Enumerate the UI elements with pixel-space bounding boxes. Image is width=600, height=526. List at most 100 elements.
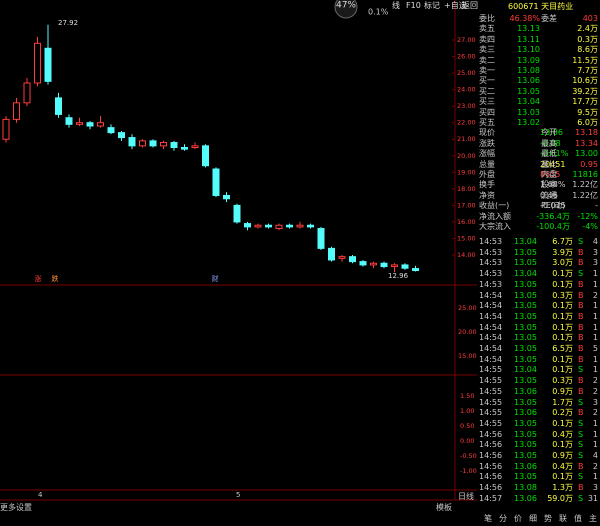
tick-count: 1 (592, 440, 598, 450)
footer-tab[interactable]: 势 (544, 514, 552, 523)
price-tick-label: 14.00 (457, 251, 476, 259)
candle-body (412, 268, 419, 272)
tick-volume: 0.1万 (552, 333, 573, 343)
price-tick-label: 24.00 (457, 86, 476, 94)
footer-tab[interactable]: 值 (574, 514, 582, 523)
book-volume: 9.5万 (577, 107, 598, 117)
tick-count: 1 (592, 301, 598, 311)
stat-value: 13.18 (575, 128, 598, 138)
candle-body (338, 256, 346, 259)
stat-label: 涨幅 (479, 149, 495, 159)
tick-price: 13.05 (514, 472, 537, 482)
tick-side: B (578, 333, 584, 343)
footer-more[interactable]: 更多 (0, 503, 16, 512)
price-tick-label: 26.00 (457, 53, 476, 61)
footer-tab[interactable]: 细 (529, 514, 537, 523)
book-price: 13.04 (517, 97, 540, 107)
toolbar-button[interactable]: 标记 (424, 1, 440, 10)
tick-price: 13.05 (514, 418, 537, 428)
tick-price: 13.05 (514, 290, 537, 300)
chart-bg (0, 0, 477, 526)
candle-body (13, 102, 20, 120)
stat-label: 最低 (541, 149, 557, 159)
candle-body (254, 224, 262, 228)
candle-body (181, 147, 188, 150)
toolbar-button[interactable]: 线 (392, 1, 400, 10)
book-price: 13.06 (517, 76, 540, 86)
high-label: 27.92 (58, 19, 78, 27)
tick-count: 3 (592, 397, 598, 407)
tick-volume: 3.0万 (552, 258, 573, 268)
book-volume: 11.5万 (572, 55, 598, 65)
tick-side: S (578, 237, 584, 246)
price-tick-label: 22.00 (457, 119, 476, 127)
tick-side: S (578, 365, 584, 375)
month-label: 5 (236, 491, 240, 499)
toolbar-button[interactable]: F10 (406, 1, 421, 10)
tick-volume: 3.9万 (552, 247, 573, 257)
footer-tab[interactable]: 分 (499, 514, 507, 523)
summary-value: 403 (582, 14, 598, 23)
ring-value: 47% (336, 1, 356, 11)
tick-volume: 1.7万 (552, 397, 573, 407)
book-volume: 6.0万 (577, 118, 598, 127)
candle-body (65, 117, 73, 125)
tick-price: 13.05 (514, 258, 537, 268)
footer-settings[interactable]: 设置 (16, 503, 32, 512)
tick-time: 14:54 (479, 344, 503, 353)
stat-label: PE(动) (541, 201, 566, 211)
candle-body (191, 145, 199, 149)
flow-value: -336.4万 (536, 211, 570, 221)
tick-volume: 0.4万 (552, 461, 573, 471)
candle-body (233, 204, 241, 223)
footer-tab[interactable]: 联 (559, 514, 567, 523)
candle-body (391, 264, 398, 268)
tick-count: 1 (592, 354, 598, 364)
stat-value: -0.08 (540, 138, 561, 148)
volume-tick-label: 25.00 (458, 304, 477, 312)
book-volume: 8.6万 (577, 45, 598, 55)
candle-body (244, 223, 251, 228)
tick-time: 14:55 (479, 376, 503, 386)
candle-body (86, 122, 94, 127)
candle-body (359, 261, 367, 266)
stat-label: 最高 (541, 138, 557, 148)
price-tick-label: 25.00 (457, 69, 476, 77)
toolbar-button[interactable]: 返回 (462, 1, 478, 10)
candle-body (307, 224, 314, 228)
stat-value: 0.95 (580, 159, 598, 169)
stat-label: 总量 (479, 159, 495, 169)
footer-template[interactable]: 模板 (436, 503, 452, 512)
footer-tab[interactable]: 笔 (484, 514, 492, 523)
tick-side: B (578, 311, 584, 321)
tick-time: 14:55 (479, 386, 503, 396)
book-volume: 10.6万 (572, 76, 598, 86)
tick-side: S (578, 472, 584, 482)
tick-time: 14:56 (479, 461, 503, 471)
tick-time: 14:55 (479, 418, 503, 428)
book-label: 买一 (479, 76, 495, 86)
footer-tab[interactable]: 主 (589, 514, 597, 523)
tick-time: 14:55 (479, 365, 503, 375)
footer-period[interactable]: 日线 (458, 492, 474, 501)
candle-body (34, 42, 41, 84)
book-price: 13.11 (517, 34, 540, 44)
event-marker: 财 (212, 274, 219, 283)
candle-body (202, 145, 209, 167)
tick-count: 1 (592, 418, 598, 428)
tick-count: 5 (592, 344, 598, 353)
month-label: 4 (38, 491, 43, 499)
toolbar-button[interactable]: +自选 (444, 1, 467, 10)
volume-tick-label: 15.00 (458, 352, 477, 360)
tick-time: 14:56 (479, 429, 503, 439)
candle-body (2, 118, 10, 140)
macd-tick-label: 0.50 (460, 422, 474, 430)
stat-value: 13.06 (540, 128, 563, 138)
footer-tab[interactable]: 价 (514, 514, 522, 523)
event-marker: 跌 (52, 274, 59, 283)
candle-body (23, 82, 31, 104)
price-tick-label: 23.00 (457, 102, 476, 110)
tick-volume: 0.1万 (552, 269, 573, 279)
candle-body (349, 256, 356, 263)
tick-side: S (578, 493, 584, 503)
